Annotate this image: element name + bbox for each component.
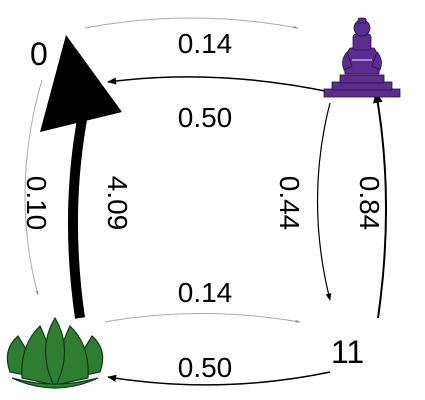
seated-figure-icon	[323, 17, 401, 98]
edge-bl-to-tl	[67, 119, 87, 319]
node-label-top-left: 0	[30, 36, 48, 72]
edge-br-to-tr	[373, 90, 387, 319]
edge-label-tr-to-br: 0.44	[274, 176, 305, 231]
edge-tl-to-bl	[24, 79, 43, 296]
lotus-icon	[6, 316, 104, 390]
edge-label-tl-to-tr: 0.14	[178, 28, 233, 59]
edge-label-tr-to-tl: 0.50	[178, 102, 233, 133]
edge-br-to-bl	[107, 371, 331, 386]
edge-bl-to-br	[104, 313, 301, 323]
edge-bl-to-tl-arrowhead	[40, 35, 122, 132]
edge-label-bl-to-br: 0.14	[178, 277, 233, 308]
edge-tr-to-br	[316, 102, 332, 301]
node-label-bottom-right: 11	[331, 334, 364, 370]
edge-label-br-to-tr: 0.84	[354, 176, 385, 231]
edge-tl-to-tr	[84, 17, 299, 29]
edge-label-bl-to-tl: 4.09	[102, 176, 133, 231]
edge-label-br-to-bl: 0.50	[178, 352, 233, 383]
edge-label-tl-to-bl: 0.10	[21, 176, 52, 231]
edge-tr-to-tl	[107, 76, 331, 93]
